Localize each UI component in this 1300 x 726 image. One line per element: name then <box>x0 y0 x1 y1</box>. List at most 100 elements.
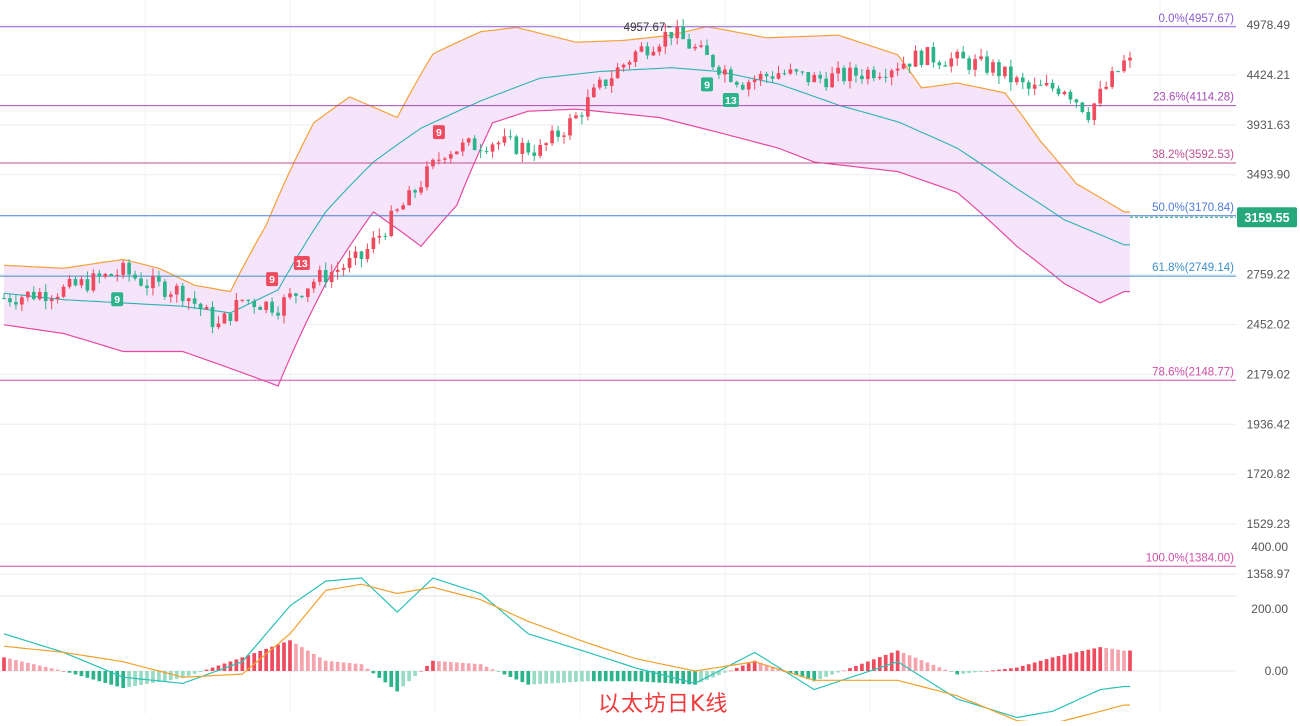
macd-bar <box>1020 665 1025 671</box>
candle-body <box>210 307 215 328</box>
candle-body <box>1003 66 1007 77</box>
macd-bar <box>139 671 143 685</box>
candle-body <box>746 82 751 90</box>
macd-bar <box>687 671 691 685</box>
macd-bar <box>67 671 72 673</box>
macd-bar <box>1128 650 1132 671</box>
macd-bar <box>121 671 126 689</box>
candle-body <box>31 291 36 300</box>
candle-body <box>305 288 310 297</box>
y-tick-label: 4978.49 <box>1247 18 1291 32</box>
macd-dif-line <box>3 577 1130 719</box>
candle-body <box>264 301 268 310</box>
macd-bar <box>574 671 578 682</box>
macd-bar <box>597 671 602 682</box>
macd-bar <box>991 670 995 672</box>
candle-body <box>121 262 126 275</box>
candle-body <box>323 270 328 283</box>
macd-bar <box>836 671 840 673</box>
macd-bar <box>818 671 823 680</box>
candle-body <box>681 26 686 40</box>
macd-bar <box>580 671 584 682</box>
macd-bar <box>830 671 834 675</box>
macd-bar <box>1110 648 1114 671</box>
macd-bar <box>717 671 721 676</box>
candle-body <box>431 159 435 167</box>
macd-bar <box>1008 668 1013 671</box>
macd-tick-label: 400.00 <box>1251 540 1288 554</box>
candle-body <box>85 279 90 291</box>
fib-label: 100.0%(1384.00) <box>1146 552 1234 564</box>
candle-body <box>448 154 453 159</box>
macd-bar <box>127 671 131 688</box>
y-axis: 4978.49 4424.21 3931.63 3493.90 2759.22 2452.… <box>1237 18 1297 678</box>
macd-bar <box>383 671 388 683</box>
candle-body <box>460 142 465 152</box>
candle-body <box>693 46 697 49</box>
macd-bar <box>282 642 286 671</box>
candle-body <box>871 69 876 79</box>
candle-body <box>359 251 364 260</box>
candle-body <box>61 286 66 297</box>
macd-bar <box>639 671 644 682</box>
td-marker-label: 9 <box>114 294 120 306</box>
fib-label: 78.6%(2148.77) <box>1152 366 1234 378</box>
macd-bar <box>854 665 858 671</box>
macd-bar <box>919 660 924 671</box>
td-marker-label: 9 <box>436 127 442 139</box>
macd-bar <box>234 659 239 671</box>
macd-bar <box>347 663 352 671</box>
candle-body <box>1050 82 1055 89</box>
td-marker-label: 13 <box>296 258 308 270</box>
macd-bar <box>645 671 650 682</box>
macd-bar <box>848 668 852 671</box>
candle-body <box>1062 91 1067 95</box>
candle-body <box>615 67 620 79</box>
candle-body <box>383 235 388 237</box>
candle-body <box>67 278 72 287</box>
candle-body <box>389 210 394 236</box>
candle-body <box>311 281 316 289</box>
candle-body <box>800 71 805 73</box>
candle-body <box>532 152 537 156</box>
macd-bar <box>1086 649 1091 671</box>
candle-body <box>609 78 614 86</box>
y-tick-label: 4424.21 <box>1247 68 1291 82</box>
candle-body <box>97 273 102 277</box>
macd-bar <box>860 663 864 671</box>
y-tick-label: 1720.82 <box>1247 467 1291 481</box>
candle-body <box>728 69 733 82</box>
candle-body <box>145 285 149 289</box>
bollinger-upper <box>3 25 1130 293</box>
macd-bar <box>192 671 197 674</box>
candle-body <box>1074 99 1079 103</box>
candle-body <box>115 274 120 276</box>
candle-body <box>43 292 48 302</box>
candle-body <box>1086 111 1091 121</box>
candle-body <box>466 138 471 143</box>
candle-body <box>407 190 411 206</box>
candle-body <box>842 67 846 82</box>
fibonacci-levels: 0.0%(4957.67) 23.6%(4114.28) 38.2%(3592.53… <box>0 13 1236 567</box>
macd-bar <box>901 652 906 671</box>
high-marker-label: 4957.67 <box>624 22 666 34</box>
candle-body <box>580 115 584 117</box>
macd-bar <box>633 671 638 682</box>
candle-body <box>925 47 930 65</box>
td-marker-box <box>111 292 124 307</box>
fib-label: 50.0%(3170.84) <box>1152 202 1234 214</box>
candle-body <box>1014 77 1019 83</box>
candle-body <box>913 50 918 67</box>
macd-bar <box>91 671 96 680</box>
candle-body <box>740 84 745 90</box>
macd-bar <box>1014 667 1019 671</box>
candle-body <box>454 151 459 155</box>
macd-bar <box>758 662 763 671</box>
macd-bar <box>1026 664 1031 671</box>
candle-body <box>1056 88 1061 95</box>
macd-bar <box>186 671 191 676</box>
macd-bar <box>806 671 811 680</box>
macd-bar <box>651 671 656 683</box>
candle-body <box>586 97 590 117</box>
macd-bar <box>1044 659 1049 671</box>
